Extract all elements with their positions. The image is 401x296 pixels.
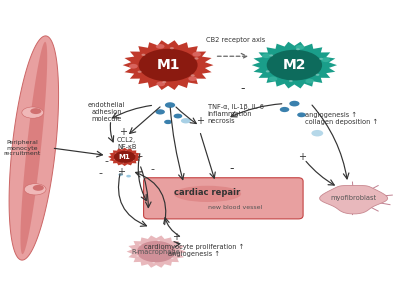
Text: new blood vessel: new blood vessel (208, 205, 262, 210)
Ellipse shape (289, 80, 293, 82)
Ellipse shape (30, 108, 41, 114)
Text: +: + (196, 116, 204, 126)
Ellipse shape (170, 47, 174, 49)
Text: +: + (298, 152, 306, 162)
Ellipse shape (156, 109, 165, 115)
Polygon shape (9, 36, 59, 260)
Ellipse shape (269, 54, 273, 57)
Ellipse shape (113, 159, 115, 160)
Ellipse shape (171, 258, 174, 259)
Ellipse shape (115, 153, 116, 154)
Text: cardiac repair: cardiac repair (174, 189, 241, 197)
Polygon shape (320, 186, 388, 214)
Ellipse shape (262, 53, 271, 58)
Text: +: + (117, 167, 125, 177)
Ellipse shape (266, 70, 269, 73)
Ellipse shape (312, 130, 323, 136)
Text: angiogenesis ↑
collagen deposition ↑: angiogenesis ↑ collagen deposition ↑ (306, 112, 379, 125)
Ellipse shape (118, 173, 123, 176)
Text: R-macrophage: R-macrophage (132, 249, 180, 255)
Text: M1: M1 (119, 154, 130, 160)
Ellipse shape (296, 45, 304, 50)
Ellipse shape (152, 262, 155, 263)
Text: endothelial
adhesion
molecule: endothelial adhesion molecule (88, 102, 126, 123)
Text: TNF-α, IL-1β, IL-6
inflammation
necrosis: TNF-α, IL-1β, IL-6 inflammation necrosis (208, 104, 263, 124)
Polygon shape (20, 42, 47, 254)
Text: -: - (99, 168, 103, 178)
Polygon shape (123, 40, 213, 90)
Text: -: - (105, 156, 109, 166)
Ellipse shape (138, 71, 142, 73)
Ellipse shape (297, 112, 306, 117)
Ellipse shape (156, 44, 164, 49)
Ellipse shape (280, 107, 289, 112)
Polygon shape (252, 42, 337, 89)
Ellipse shape (139, 244, 142, 246)
Ellipse shape (139, 49, 198, 81)
Text: CCL2,
NF-κB: CCL2, NF-κB (117, 137, 136, 150)
Ellipse shape (267, 50, 322, 81)
Ellipse shape (165, 102, 175, 108)
Ellipse shape (296, 48, 300, 50)
Ellipse shape (190, 74, 195, 77)
Ellipse shape (174, 186, 241, 202)
Text: +: + (119, 127, 127, 137)
Ellipse shape (156, 81, 165, 86)
Ellipse shape (181, 118, 191, 123)
Ellipse shape (137, 241, 176, 262)
Text: M2: M2 (283, 58, 306, 72)
Ellipse shape (134, 154, 136, 155)
Ellipse shape (321, 57, 330, 62)
Text: CB2 receptor axis: CB2 receptor axis (206, 37, 265, 43)
Polygon shape (108, 148, 141, 166)
Ellipse shape (157, 240, 160, 241)
Ellipse shape (174, 114, 182, 118)
Ellipse shape (24, 184, 46, 195)
Text: myofibroblast: myofibroblast (330, 195, 377, 201)
Ellipse shape (289, 101, 300, 107)
FancyBboxPatch shape (144, 178, 303, 219)
Ellipse shape (316, 74, 320, 76)
Polygon shape (127, 235, 186, 268)
Text: +: + (172, 232, 180, 242)
Ellipse shape (133, 160, 134, 161)
Text: M1: M1 (156, 58, 180, 72)
Ellipse shape (125, 150, 127, 151)
Ellipse shape (319, 58, 323, 60)
Ellipse shape (306, 79, 314, 83)
Text: -: - (241, 82, 245, 95)
Ellipse shape (192, 52, 201, 57)
Ellipse shape (194, 57, 198, 59)
Ellipse shape (33, 185, 44, 191)
Text: cardiomyocyte proliferation ↑
angiogenesis ↑: cardiomyocyte proliferation ↑ angiogenes… (144, 244, 244, 257)
Text: -: - (229, 162, 233, 175)
Ellipse shape (164, 120, 172, 124)
Text: Peripheral
monocyte
recruitment: Peripheral monocyte recruitment (3, 140, 41, 156)
Ellipse shape (162, 81, 166, 83)
Ellipse shape (136, 255, 139, 257)
Ellipse shape (126, 175, 131, 178)
Text: -: - (138, 151, 142, 161)
Ellipse shape (174, 247, 176, 248)
Ellipse shape (114, 151, 136, 163)
Ellipse shape (142, 54, 146, 56)
Text: -: - (150, 164, 154, 174)
Ellipse shape (188, 76, 197, 81)
Ellipse shape (22, 107, 44, 118)
Ellipse shape (129, 64, 138, 69)
Ellipse shape (269, 76, 277, 81)
